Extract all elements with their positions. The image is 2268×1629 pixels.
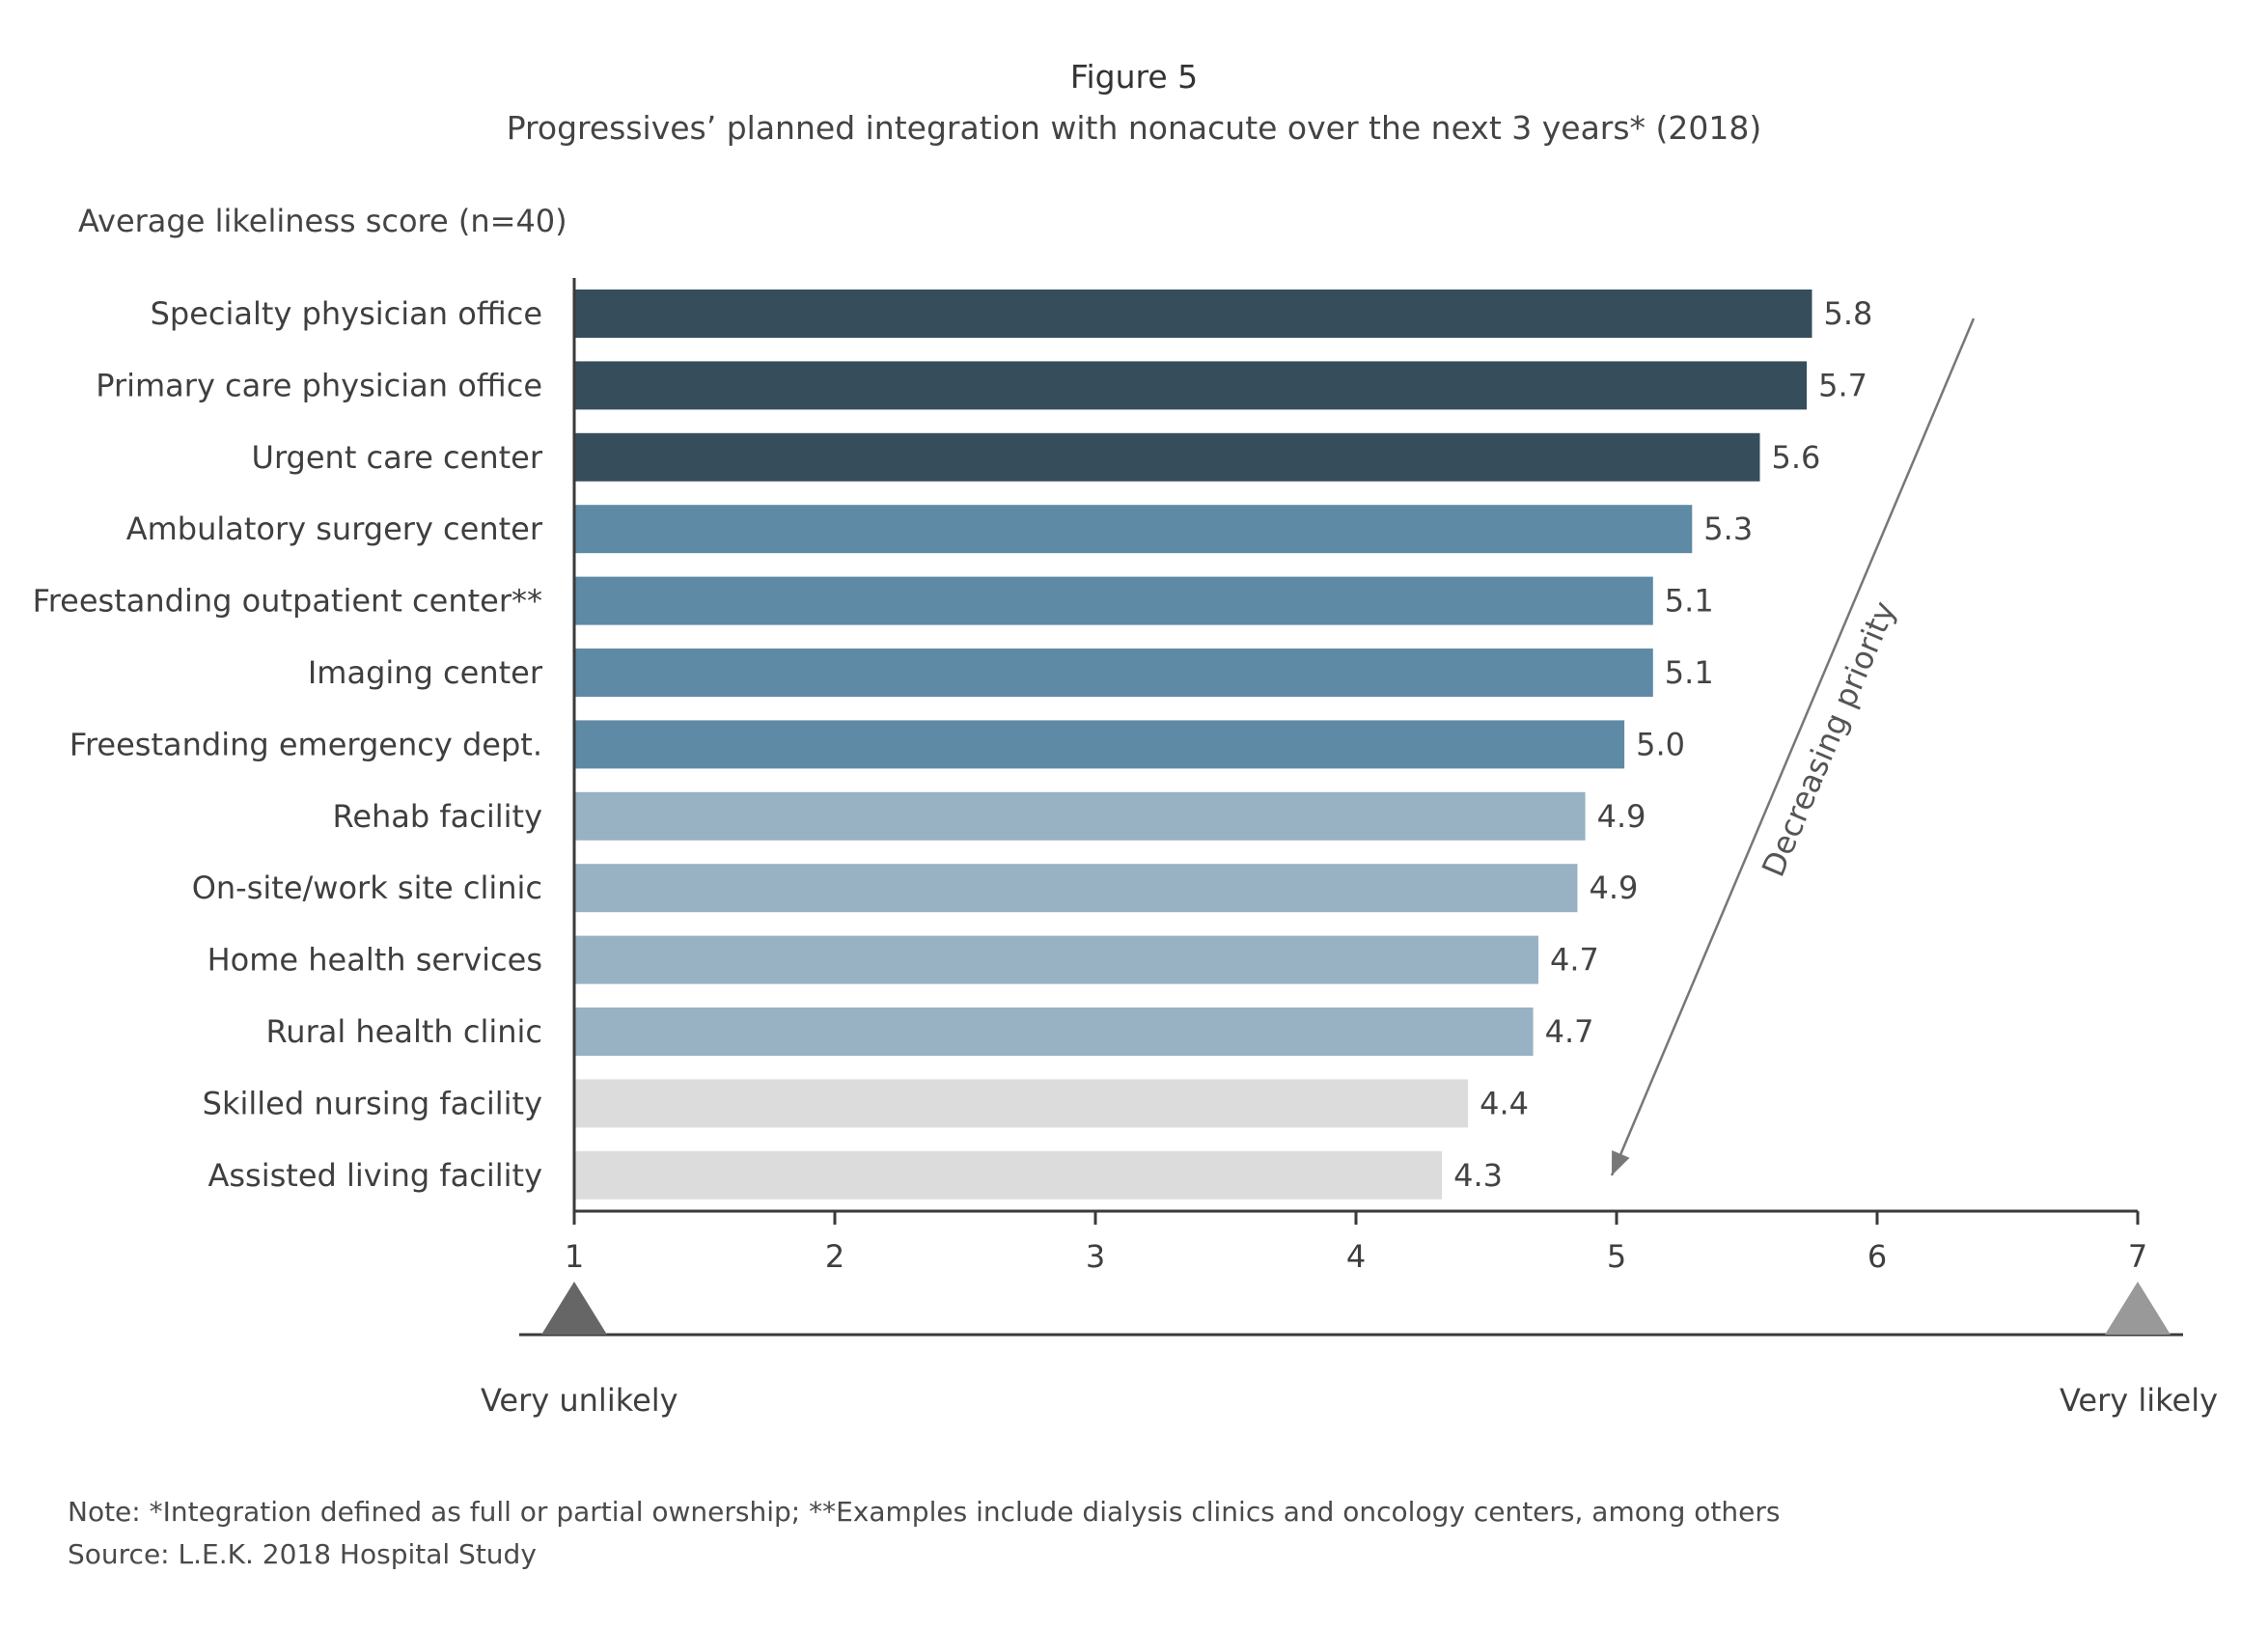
chart-title: Progressives’ planned integration with n… [506, 109, 1762, 147]
category-label: Ambulatory surgery center [126, 511, 543, 547]
x-tick-label: 7 [2128, 1238, 2147, 1275]
category-label: Home health services [207, 942, 542, 979]
bar [574, 1008, 1534, 1056]
bar [574, 1150, 1443, 1200]
category-label: Specialty physician office [151, 295, 542, 332]
category-label: Rehab facility [333, 798, 542, 835]
data-label: 5.1 [1665, 583, 1714, 620]
category-label: Urgent care center [252, 439, 543, 476]
x-tick-label: 6 [1867, 1238, 1887, 1275]
category-label: Primary care physician office [96, 367, 542, 403]
x-tick-label: 5 [1607, 1238, 1626, 1275]
data-label: 4.9 [1597, 798, 1646, 835]
bar [574, 1079, 1469, 1128]
bar [574, 935, 1538, 984]
category-label: Imaging center [308, 654, 543, 691]
category-label: Assisted living facility [207, 1157, 542, 1194]
data-label: 5.1 [1665, 654, 1714, 691]
scale-left-triangle [541, 1282, 607, 1335]
bar [574, 864, 1578, 913]
priority-arrowhead [1612, 1150, 1630, 1175]
category-label: Skilled nursing facility [203, 1085, 542, 1121]
scale-left-label: Very unlikely [481, 1382, 678, 1419]
data-label: 5.6 [1772, 439, 1821, 476]
data-label: 4.4 [1480, 1085, 1529, 1121]
bar [574, 720, 1625, 769]
bar [574, 791, 1586, 841]
x-tick-label: 1 [565, 1238, 584, 1275]
axes-group: 1 2 3 4 5 6 7 [565, 278, 2147, 1275]
bars-group: Specialty physician office 5.8 Primary car… [33, 290, 1873, 1200]
data-label: 4.7 [1545, 1013, 1594, 1050]
bar [574, 576, 1653, 625]
y-axis-label: Average likeliness score (n=40) [78, 203, 567, 239]
data-label: 4.9 [1590, 870, 1639, 906]
data-label: 4.3 [1453, 1157, 1503, 1194]
bar [574, 505, 1693, 554]
category-label: Freestanding outpatient center** [33, 583, 542, 620]
data-label: 5.3 [1703, 511, 1753, 547]
data-label: 4.7 [1550, 942, 1599, 979]
data-label: 5.8 [1824, 295, 1873, 332]
priority-annotation-text: Decreasing priority [1755, 596, 1903, 882]
x-tick-label: 3 [1086, 1238, 1105, 1275]
bar [574, 361, 1808, 410]
scale-right-label: Very likely [2060, 1382, 2219, 1419]
bar [574, 290, 1812, 338]
x-tick-label: 2 [825, 1238, 844, 1275]
figure-label: Figure 5 [1069, 58, 1199, 96]
chart-note: Note: *Integration defined as full or pa… [68, 1496, 1781, 1528]
likeliness-scale [519, 1282, 2183, 1337]
bar [574, 432, 1760, 482]
category-label: Rural health clinic [265, 1013, 542, 1050]
category-label: Freestanding emergency dept. [69, 726, 542, 762]
data-label: 5.0 [1636, 726, 1685, 762]
bar [574, 649, 1653, 697]
data-label: 5.7 [1818, 367, 1867, 403]
category-label: On-site/work site clinic [192, 870, 542, 906]
x-tick-label: 4 [1346, 1238, 1366, 1275]
scale-right-triangle [2105, 1282, 2171, 1335]
priority-arrow [1610, 318, 1976, 1176]
chart-source: Source: L.E.K. 2018 Hospital Study [68, 1538, 537, 1570]
